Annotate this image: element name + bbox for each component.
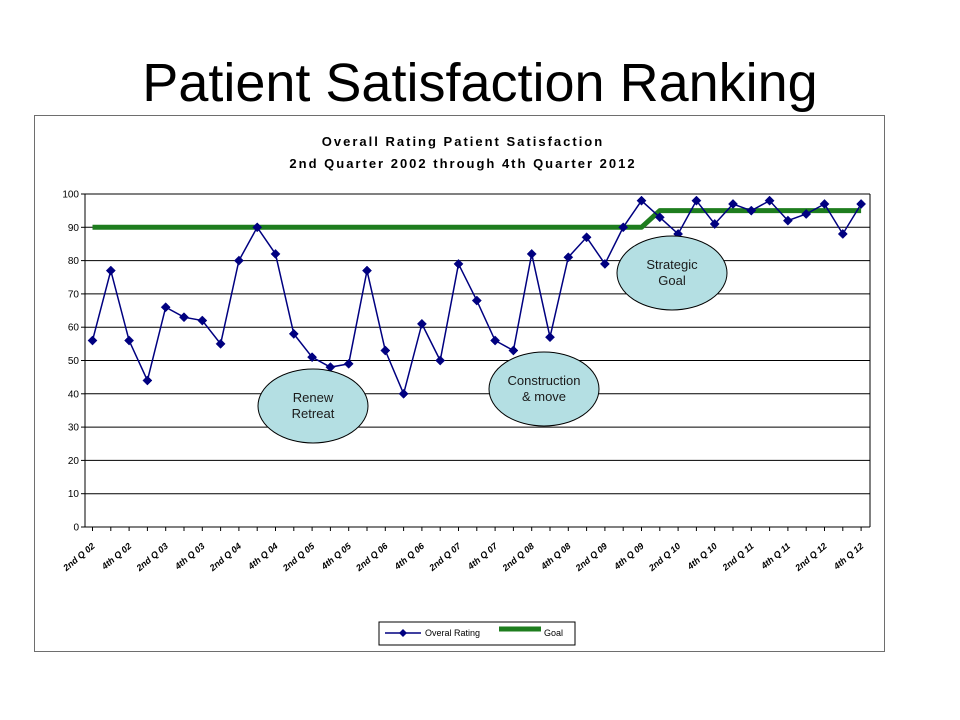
y-tick-label: 60: [68, 323, 80, 334]
x-tick-label: 4th Q 09: [611, 541, 645, 572]
data-point: [252, 222, 263, 233]
data-point: [490, 335, 501, 346]
callout-ellipse: [488, 351, 600, 427]
y-tick-label: 30: [68, 423, 80, 434]
legend: Overal Rating Goal: [378, 621, 576, 646]
data-point: [270, 248, 281, 259]
x-tick-label: 4th Q 05: [319, 540, 354, 572]
data-point: [691, 195, 702, 206]
data-point: [746, 205, 757, 216]
data-point: [508, 345, 519, 356]
goal-series-line: [92, 208, 862, 230]
x-tick-label: 2nd Q 04: [207, 541, 243, 574]
data-point: [636, 195, 647, 206]
x-tick-label: 2nd Q 02: [60, 541, 96, 574]
data-point: [343, 358, 354, 369]
data-point: [545, 332, 555, 343]
data-point: [526, 248, 537, 259]
x-tick-label: 4th Q 11: [758, 541, 792, 572]
data-point: [233, 255, 244, 266]
gridlines: [85, 193, 870, 495]
data-point: [87, 335, 98, 346]
data-point: [160, 302, 171, 313]
chart-frame: Overall Rating Patient Satisfaction 2nd …: [34, 115, 885, 652]
x-tick-label: 2nd Q 12: [792, 541, 828, 574]
y-tick-label: 0: [73, 523, 79, 534]
x-tick-label: 4th Q 07: [465, 540, 500, 572]
data-point: [819, 199, 830, 209]
x-tick-label: 2nd Q 03: [134, 541, 170, 574]
x-tick-label: 2nd Q 09: [573, 541, 609, 574]
x-tick-label: 2nd Q 05: [280, 540, 317, 573]
data-point: [215, 338, 226, 349]
callout-text: Retreat: [292, 406, 335, 421]
legend-goal-label: Goal: [544, 628, 563, 638]
callout-text: Renew: [293, 390, 334, 405]
x-tick-label: 4th Q 02: [99, 541, 133, 572]
data-point: [435, 355, 446, 366]
chart-subtitle: 2nd Quarter 2002 through 4th Quarter 201…: [289, 156, 636, 171]
data-point: [599, 258, 610, 269]
callout-text: Goal: [658, 273, 686, 288]
x-tick-label: 2nd Q 10: [646, 541, 682, 574]
data-point: [362, 265, 372, 276]
data-point: [453, 258, 464, 269]
legend-rating-marker: [399, 629, 407, 637]
slide-title: Patient Satisfaction Ranking: [142, 53, 818, 113]
data-point: [563, 252, 574, 263]
y-tick-label: 70: [68, 289, 80, 300]
x-tick-label: 2nd Q 07: [426, 540, 463, 573]
data-point: [782, 215, 793, 226]
data-point: [380, 345, 391, 356]
data-point: [416, 318, 427, 329]
x-tick-label: 4th Q 04: [245, 541, 279, 572]
chart-title: Overall Rating Patient Satisfaction: [322, 134, 604, 149]
data-point: [654, 212, 665, 223]
x-tick-label: 2nd Q 11: [720, 541, 756, 573]
y-tick-label: 100: [62, 190, 79, 201]
x-tick-label: 4th Q 12: [831, 541, 865, 572]
y-tick-label: 50: [68, 356, 80, 367]
data-point: [728, 199, 738, 209]
legend-rating-label: Overal Rating: [425, 628, 480, 638]
data-point: [709, 219, 720, 229]
series-layer: [87, 195, 867, 399]
x-tick-label: 2nd Q 06: [353, 540, 390, 573]
data-point: [197, 315, 208, 326]
data-point: [471, 295, 482, 306]
x-tick-label: 4th Q 10: [685, 541, 719, 572]
y-tick-label: 40: [68, 389, 80, 400]
data-point: [581, 232, 592, 243]
line-chart: Overall Rating Patient Satisfaction 2nd …: [60, 134, 871, 646]
data-point: [288, 328, 299, 339]
data-point: [764, 195, 775, 206]
callout-text: Strategic: [646, 257, 698, 272]
data-point: [142, 375, 153, 386]
callout-text: & move: [522, 389, 566, 404]
data-point: [307, 352, 318, 363]
x-tick-label: 4th Q 03: [172, 541, 206, 572]
x-tick-label: 4th Q 06: [392, 540, 427, 572]
data-point: [618, 222, 629, 233]
callout-ellipse: [616, 235, 728, 311]
y-tick-label: 10: [68, 489, 80, 500]
callout-text: Construction: [508, 373, 581, 388]
data-point: [398, 388, 409, 399]
callout-ellipse: [257, 368, 369, 444]
data-point: [856, 199, 867, 209]
x-tick-label: 2nd Q 08: [500, 541, 536, 574]
data-point: [124, 335, 135, 346]
x-tick-label: 4th Q 08: [538, 541, 572, 572]
data-point: [801, 209, 812, 219]
data-point: [179, 312, 189, 323]
y-tick-label: 90: [68, 223, 80, 234]
y-tick-label: 80: [68, 256, 80, 267]
data-point: [105, 265, 116, 276]
y-tick-label: 20: [68, 456, 80, 467]
data-point: [837, 229, 848, 239]
